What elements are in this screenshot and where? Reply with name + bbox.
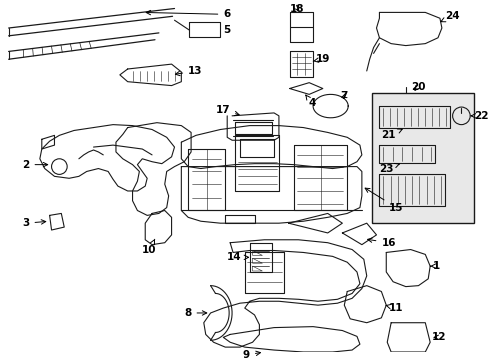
Text: 4: 4 (305, 95, 315, 108)
Text: 6: 6 (146, 9, 230, 19)
Text: 24: 24 (440, 11, 459, 22)
Text: 23: 23 (379, 163, 399, 174)
Text: 13: 13 (175, 66, 202, 76)
Text: 18: 18 (289, 4, 304, 14)
Text: 9: 9 (243, 350, 260, 360)
Text: 15: 15 (365, 188, 403, 212)
Text: 17: 17 (215, 105, 239, 116)
Text: 8: 8 (184, 308, 206, 318)
Text: 1: 1 (429, 261, 440, 271)
Text: 20: 20 (410, 82, 424, 91)
Text: 22: 22 (470, 111, 488, 121)
Text: 14: 14 (227, 252, 248, 262)
Text: 5: 5 (223, 25, 230, 35)
Text: 11: 11 (386, 303, 403, 313)
Text: 3: 3 (22, 218, 46, 228)
Text: 10: 10 (142, 239, 157, 255)
Text: 2: 2 (22, 159, 48, 170)
Text: 19: 19 (313, 54, 330, 64)
Text: 21: 21 (381, 129, 402, 140)
Text: 7: 7 (340, 91, 347, 101)
Polygon shape (371, 93, 473, 223)
Text: 12: 12 (431, 332, 446, 342)
Text: 16: 16 (367, 238, 395, 248)
